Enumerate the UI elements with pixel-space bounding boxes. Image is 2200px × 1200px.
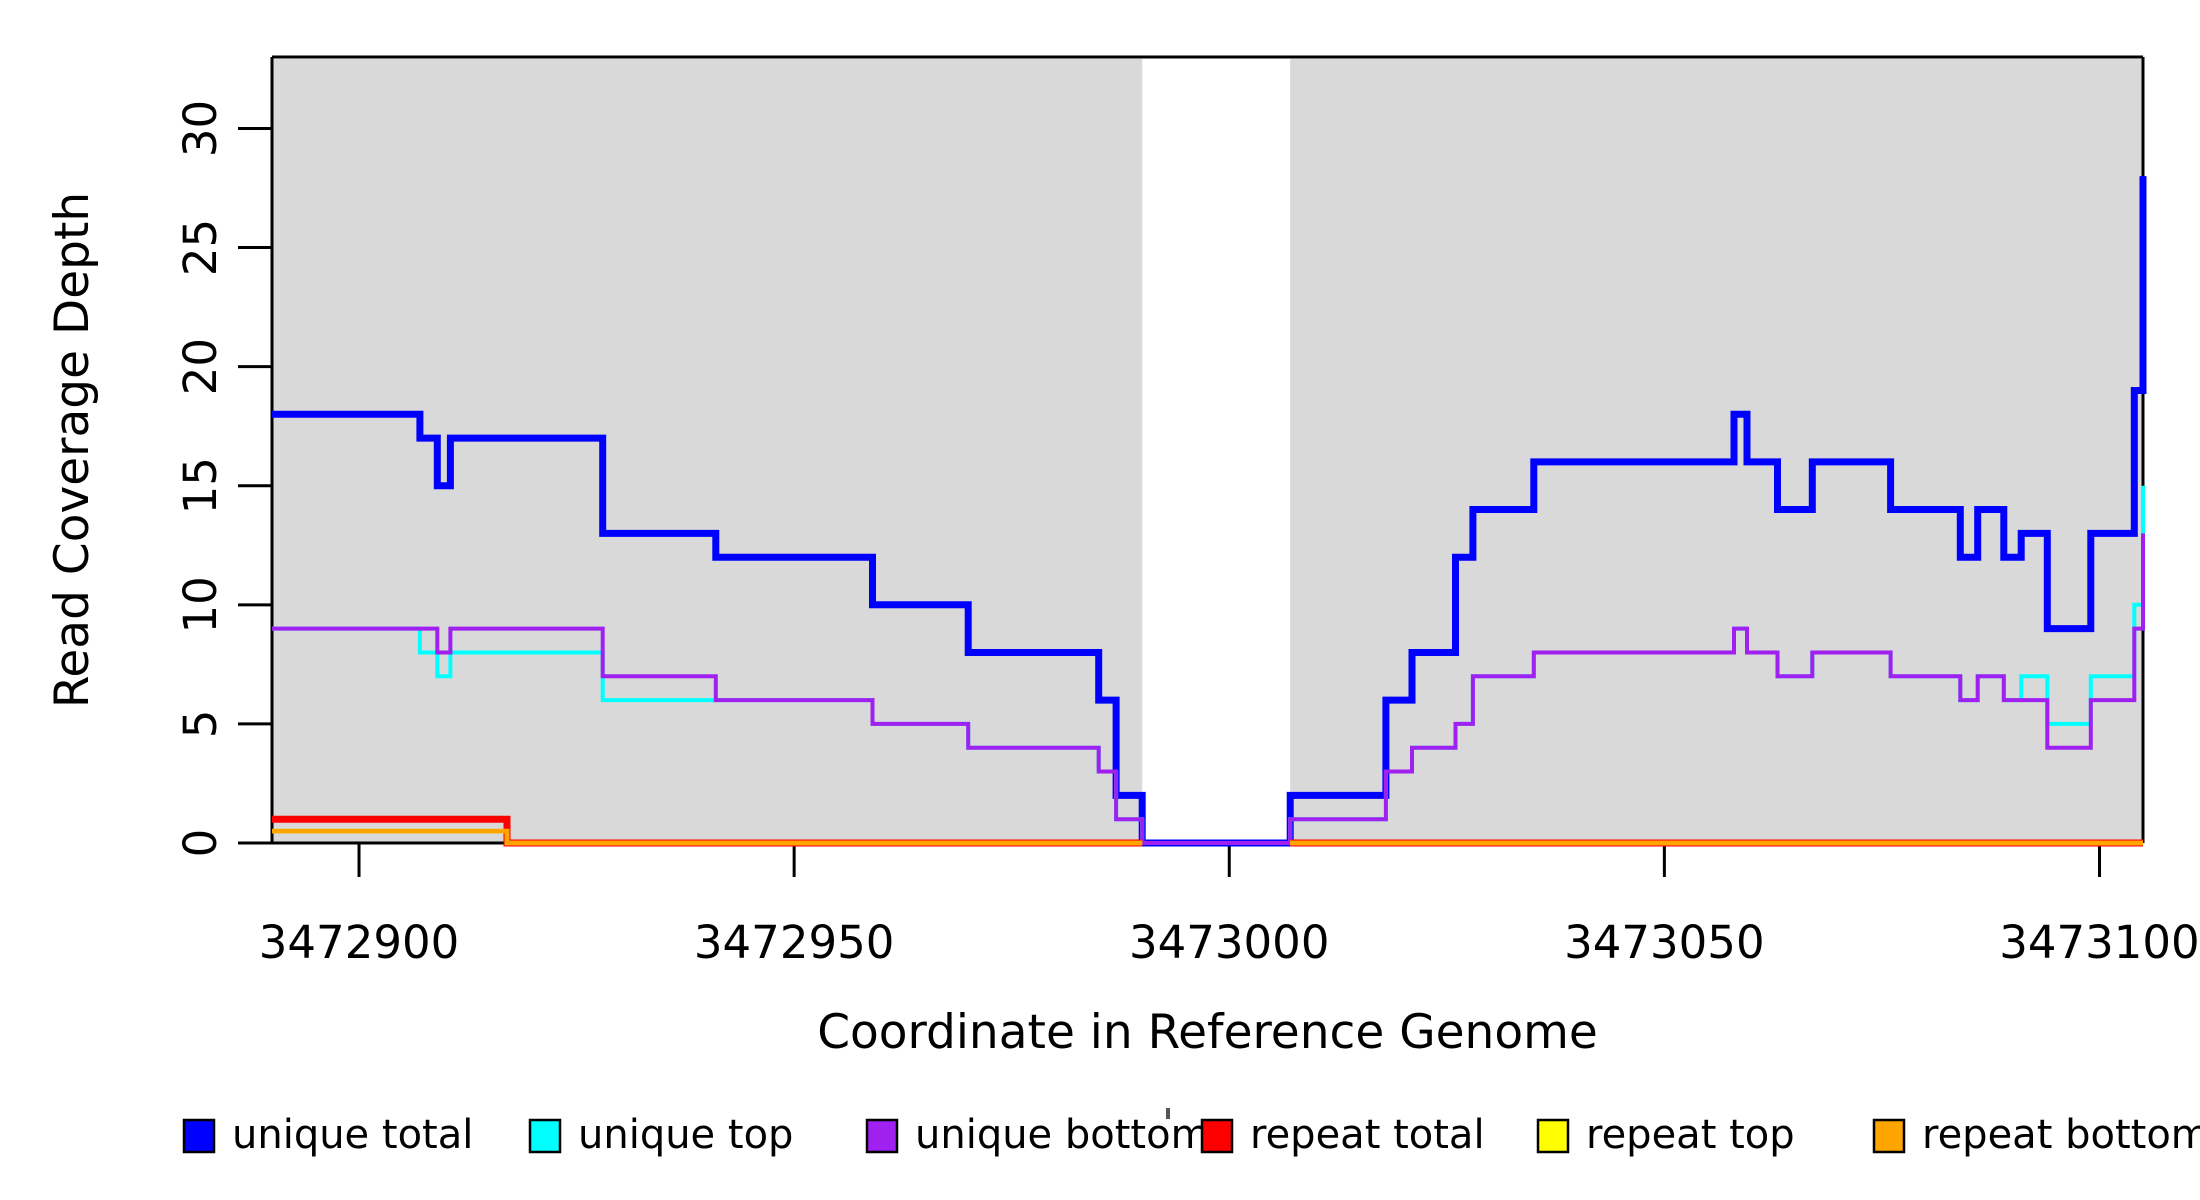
y-axis-title: Read Coverage Depth: [45, 192, 100, 708]
repeat-bottom-line: [272, 828, 1143, 846]
unique-total-line: [272, 176, 2147, 847]
assembled-region: [1290, 59, 2143, 843]
legend-label: repeat top: [1586, 1112, 1795, 1158]
legend-item-unique-top: unique top: [528, 1112, 793, 1158]
y-tick-label: 25: [174, 219, 227, 276]
y-tick-label: 15: [174, 457, 227, 514]
legend-layer: unique total unique top unique bottom repea…: [182, 1108, 2200, 1158]
y-tick-label: 5: [174, 710, 227, 739]
legend-item-unique-total: unique total: [182, 1112, 473, 1158]
x-tick-label: 3473050: [1564, 916, 1764, 969]
y-tick-label: 10: [174, 576, 227, 633]
legend-swatch: [528, 1118, 562, 1154]
axis-titles-layer: Coordinate in Reference Genome Read Cover…: [45, 192, 1598, 1060]
unique-bottom-line: [272, 533, 2145, 845]
legend-item-unique-bottom: unique bottom: [865, 1112, 1210, 1158]
assembled-regions-layer: [272, 59, 2143, 843]
x-axis-title: Coordinate in Reference Genome: [817, 1005, 1598, 1060]
y-tick-label: 20: [174, 338, 227, 395]
legend-swatch: [865, 1118, 899, 1154]
legend-item-repeat-top: repeat top: [1536, 1112, 1795, 1158]
x-tick-label: 3473000: [1129, 916, 1329, 969]
legend-swatch: [1872, 1118, 1906, 1154]
legend-label: unique bottom: [915, 1112, 1210, 1158]
y-tick-label: 30: [174, 100, 227, 157]
legend-swatch: [182, 1118, 216, 1154]
y-tick-label: 0: [174, 829, 227, 858]
stray-mark: [1166, 1108, 1170, 1119]
legend-label: repeat bottom: [1922, 1112, 2200, 1158]
legend-label: repeat total: [1250, 1112, 1485, 1158]
x-tick-label: 3472900: [259, 916, 459, 969]
legend-item-repeat-total: repeat total: [1200, 1112, 1485, 1158]
axes-layer: 0 5 10 15 20 25 30 3472900 3472950 3473000 3473050…: [174, 100, 2200, 969]
legend-swatch: [1536, 1118, 1570, 1154]
x-tick-label: 3472950: [694, 916, 894, 969]
series-layer: [272, 176, 2147, 847]
legend-item-repeat-bottom: repeat bottom: [1872, 1112, 2200, 1158]
legend-label: unique top: [578, 1112, 793, 1158]
legend-label: unique total: [232, 1112, 473, 1158]
x-tick-label: 3473100: [1999, 916, 2199, 969]
assembled-region: [272, 59, 1143, 843]
legend-swatch: [1200, 1118, 1234, 1154]
